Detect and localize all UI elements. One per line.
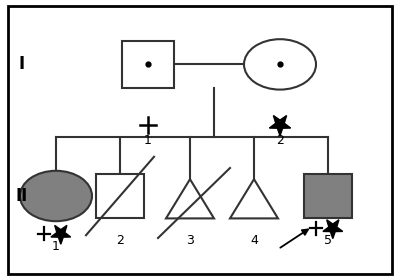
Circle shape [244, 39, 316, 90]
Polygon shape [230, 179, 278, 218]
Text: 1: 1 [144, 134, 152, 146]
FancyBboxPatch shape [304, 174, 352, 218]
Polygon shape [323, 220, 343, 239]
Text: 5: 5 [324, 234, 332, 247]
Text: 2: 2 [276, 134, 284, 146]
Text: 3: 3 [186, 234, 194, 247]
Text: I: I [19, 55, 25, 73]
Polygon shape [166, 179, 214, 218]
FancyBboxPatch shape [122, 41, 174, 88]
Circle shape [20, 171, 92, 221]
Polygon shape [51, 225, 71, 244]
Text: 2: 2 [116, 234, 124, 247]
Text: 4: 4 [250, 234, 258, 247]
FancyBboxPatch shape [8, 6, 392, 274]
FancyBboxPatch shape [96, 174, 144, 218]
Polygon shape [269, 116, 291, 136]
Text: II: II [16, 187, 28, 205]
Text: 1: 1 [52, 240, 60, 253]
